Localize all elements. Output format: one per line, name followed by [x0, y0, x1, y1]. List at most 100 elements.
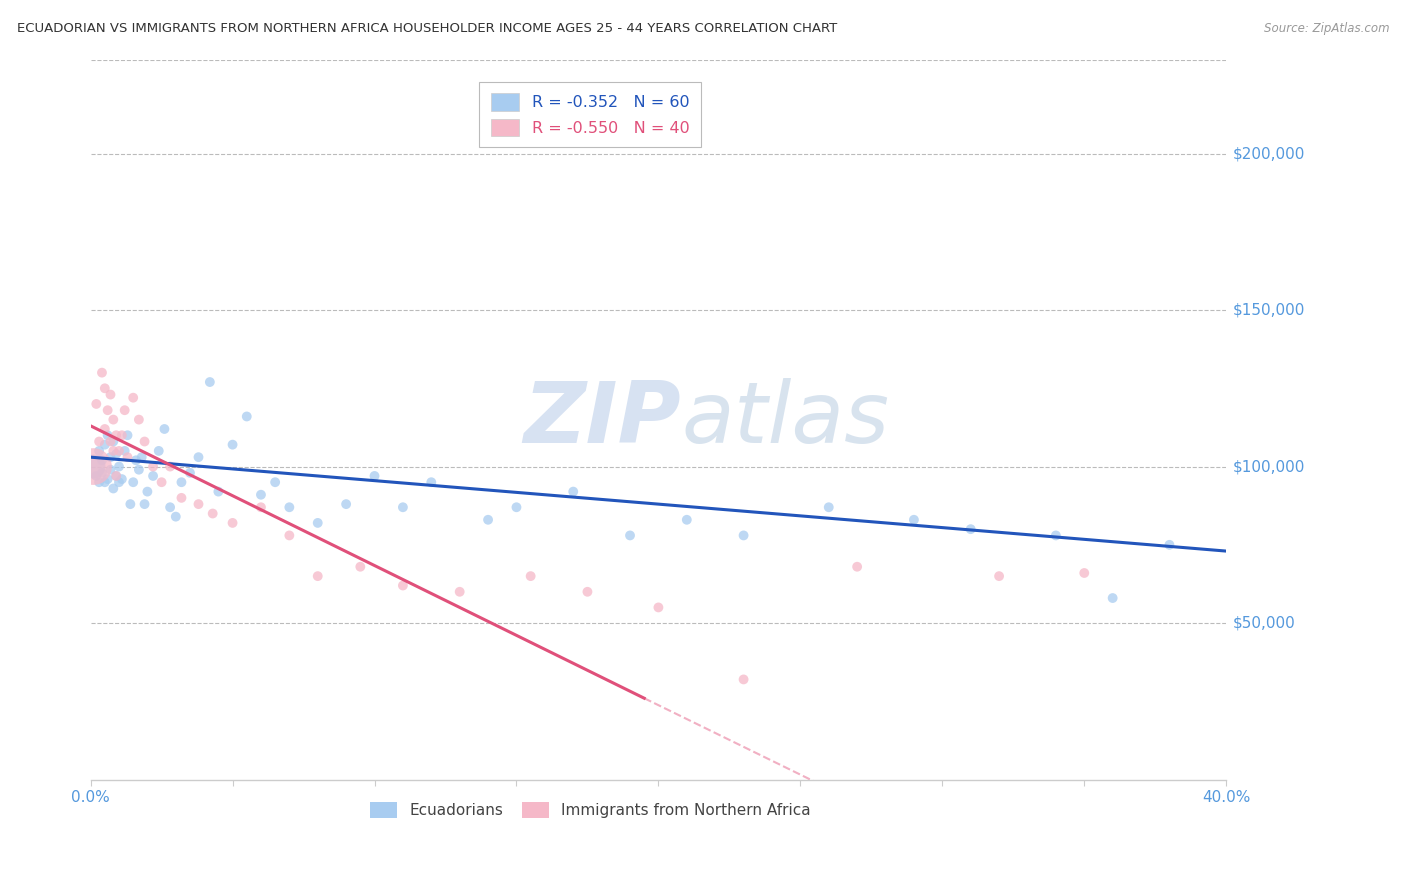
Point — [91, 453, 114, 467]
Point — [264, 475, 287, 490]
Point — [647, 600, 669, 615]
Point — [148, 444, 170, 458]
Text: ZIP: ZIP — [523, 378, 681, 461]
Point — [159, 500, 181, 515]
Point — [221, 437, 243, 451]
Point — [108, 444, 131, 458]
Point — [100, 387, 122, 401]
Point — [117, 428, 139, 442]
Point — [94, 437, 117, 451]
Point — [449, 584, 471, 599]
Point — [128, 412, 150, 426]
Text: $100,000: $100,000 — [1233, 459, 1306, 474]
Point — [307, 516, 329, 530]
Point — [94, 475, 117, 490]
Point — [207, 484, 229, 499]
Point — [105, 447, 128, 461]
Point — [170, 491, 193, 505]
Point — [817, 500, 839, 515]
Text: $150,000: $150,000 — [1233, 302, 1306, 318]
Legend: Ecuadorians, Immigrants from Northern Africa: Ecuadorians, Immigrants from Northern Af… — [361, 795, 818, 826]
Point — [134, 497, 156, 511]
Point — [122, 475, 145, 490]
Point — [122, 391, 145, 405]
Point — [125, 453, 148, 467]
Point — [84, 397, 107, 411]
Point — [120, 497, 142, 511]
Text: atlas: atlas — [681, 378, 889, 461]
Point — [505, 500, 527, 515]
Point — [278, 528, 301, 542]
Point — [91, 366, 114, 380]
Text: ECUADORIAN VS IMMIGRANTS FROM NORTHERN AFRICA HOUSEHOLDER INCOME AGES 25 - 44 YE: ECUADORIAN VS IMMIGRANTS FROM NORTHERN A… — [17, 22, 837, 36]
Point — [89, 475, 111, 490]
Point — [100, 450, 122, 465]
Point — [111, 472, 134, 486]
Point — [105, 469, 128, 483]
Point — [349, 559, 371, 574]
Point — [111, 428, 134, 442]
Point — [142, 469, 165, 483]
Point — [562, 484, 585, 499]
Point — [114, 403, 136, 417]
Point — [108, 475, 131, 490]
Point — [165, 509, 187, 524]
Point — [97, 403, 120, 417]
Text: Source: ZipAtlas.com: Source: ZipAtlas.com — [1264, 22, 1389, 36]
Point — [903, 513, 925, 527]
Point — [846, 559, 869, 574]
Text: $50,000: $50,000 — [1233, 615, 1296, 631]
Point — [392, 500, 415, 515]
Point — [105, 469, 128, 483]
Point — [97, 428, 120, 442]
Point — [959, 522, 981, 536]
Text: $200,000: $200,000 — [1233, 146, 1306, 161]
Point — [170, 475, 193, 490]
Point — [89, 434, 111, 449]
Point — [103, 444, 125, 458]
Point — [1045, 528, 1067, 542]
Point — [136, 484, 159, 499]
Point — [335, 497, 357, 511]
Point — [420, 475, 443, 490]
Point — [392, 578, 415, 592]
Point — [94, 422, 117, 436]
Point — [82, 459, 104, 474]
Point — [187, 450, 209, 465]
Point — [278, 500, 301, 515]
Point — [159, 459, 181, 474]
Point — [250, 488, 273, 502]
Point — [97, 472, 120, 486]
Point — [236, 409, 259, 424]
Point — [114, 444, 136, 458]
Point — [142, 459, 165, 474]
Point — [1159, 538, 1181, 552]
Point — [733, 673, 755, 687]
Point — [100, 463, 122, 477]
Point — [150, 475, 173, 490]
Point — [201, 507, 224, 521]
Point — [108, 459, 131, 474]
Point — [187, 497, 209, 511]
Point — [134, 434, 156, 449]
Point — [100, 434, 122, 449]
Point — [198, 375, 221, 389]
Point — [105, 428, 128, 442]
Point — [363, 469, 385, 483]
Point — [94, 381, 117, 395]
Point — [519, 569, 541, 583]
Point — [250, 500, 273, 515]
Point — [179, 466, 201, 480]
Point — [477, 513, 499, 527]
Point — [576, 584, 599, 599]
Point — [103, 482, 125, 496]
Point — [117, 450, 139, 465]
Point — [103, 434, 125, 449]
Point — [221, 516, 243, 530]
Point — [84, 469, 107, 483]
Point — [153, 422, 176, 436]
Point — [1101, 591, 1123, 605]
Point — [103, 412, 125, 426]
Point — [733, 528, 755, 542]
Point — [131, 450, 153, 465]
